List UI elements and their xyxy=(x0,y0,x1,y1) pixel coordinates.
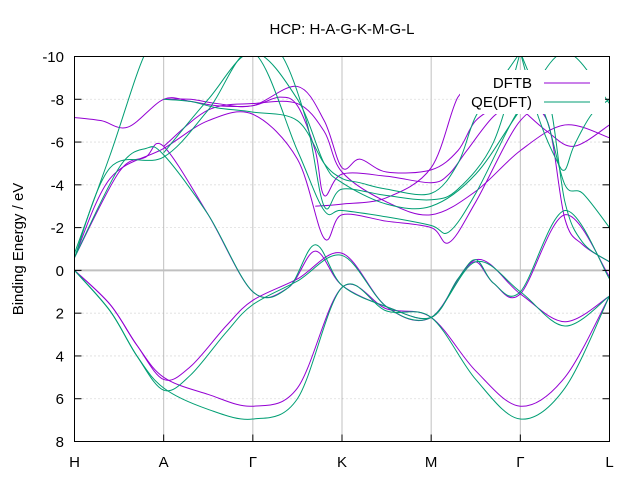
axes-ticks: -10 -8 -6 -4 -2 0 2 4 6 8H A Γ K M Γ L xyxy=(42,49,613,471)
y-tick-label: 0 xyxy=(56,263,64,280)
band-line-qe-dft xyxy=(163,56,518,196)
band-line-qe-dft xyxy=(74,254,610,392)
y-tick-label: 4 xyxy=(56,348,64,365)
y-tick-label: -8 xyxy=(51,92,64,109)
legend-background xyxy=(460,70,605,114)
x-tick-label: H xyxy=(69,454,80,471)
chart-title: HCP: H-A-G-K-M-G-L xyxy=(270,21,415,38)
y-tick-label: -10 xyxy=(42,49,64,66)
band-line-dftb xyxy=(315,90,476,207)
legend: DFTB QE(DFT) xyxy=(460,70,605,114)
y-axis-label: Binding Energy / eV xyxy=(10,183,27,316)
band-line-qe-dft xyxy=(520,56,610,171)
band-line-qe-dft xyxy=(74,56,610,263)
y-tick-label: 8 xyxy=(56,434,64,451)
legend-label: QE(DFT) xyxy=(471,94,532,111)
band-line-dftb xyxy=(163,100,610,216)
band-line-dftb xyxy=(74,108,610,263)
y-tick-label: 6 xyxy=(56,391,64,408)
y-tick-label: 2 xyxy=(56,306,64,323)
legend-label: DFTB xyxy=(493,75,532,92)
band-line-qe-dft xyxy=(74,146,610,320)
x-tick-label: Γ xyxy=(516,454,524,471)
band-line-qe-dft xyxy=(74,56,520,254)
band-line-dftb xyxy=(74,96,521,197)
y-tick-label: -2 xyxy=(51,220,64,237)
x-tick-label: K xyxy=(337,454,347,471)
x-tick-label: L xyxy=(605,454,613,471)
x-tick-label: Γ xyxy=(249,454,257,471)
x-tick-label: A xyxy=(159,454,169,471)
band-line-dftb xyxy=(74,252,610,381)
plot-area xyxy=(74,56,610,420)
y-tick-label: -6 xyxy=(51,135,64,152)
x-tick-label: M xyxy=(425,454,438,471)
y-tick-label: -4 xyxy=(51,177,64,194)
grid xyxy=(74,56,610,442)
band-line-dftb xyxy=(163,85,521,174)
band-line-dftb xyxy=(519,107,610,147)
